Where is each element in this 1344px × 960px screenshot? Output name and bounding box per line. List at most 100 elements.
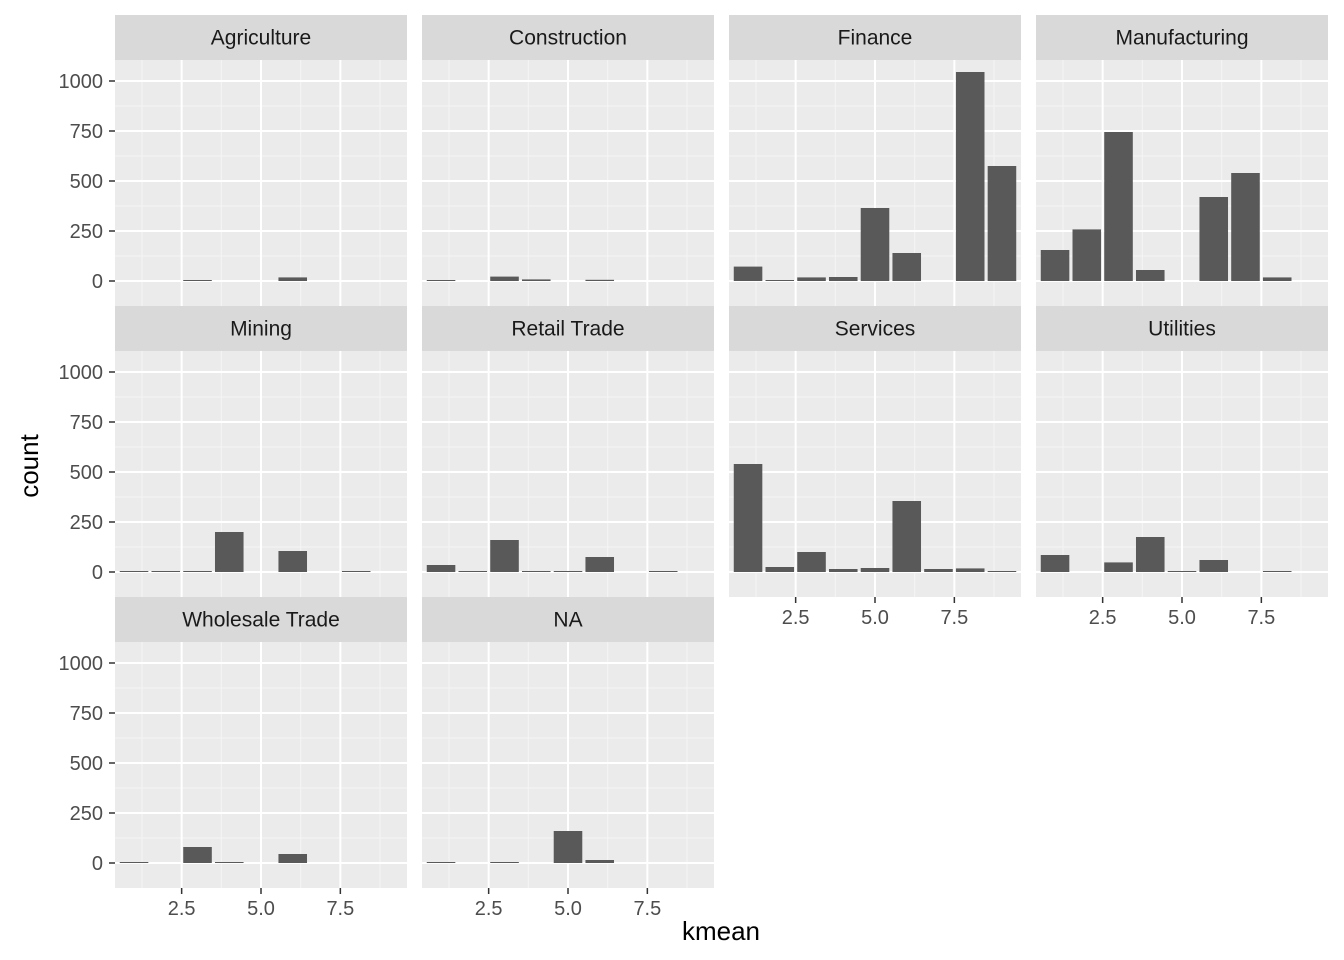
x-tick-label: 5.0 bbox=[554, 898, 582, 920]
y-tick-label: 1000 bbox=[59, 653, 104, 675]
bar bbox=[585, 279, 615, 281]
bar bbox=[955, 72, 985, 281]
bar bbox=[892, 253, 922, 281]
bar bbox=[860, 568, 890, 572]
bar bbox=[426, 565, 456, 572]
bar bbox=[521, 279, 551, 281]
facet-panel: Manufacturing bbox=[1036, 15, 1328, 306]
facet-strip-label: Finance bbox=[838, 27, 913, 50]
bar bbox=[1135, 270, 1165, 281]
facet-strip-label: Agriculture bbox=[211, 27, 311, 50]
bar bbox=[585, 557, 615, 572]
bar bbox=[553, 571, 583, 572]
y-tick-label: 500 bbox=[70, 171, 103, 193]
bar bbox=[458, 571, 488, 572]
bar bbox=[765, 280, 795, 281]
x-tick-label: 7.5 bbox=[633, 898, 661, 920]
bar bbox=[860, 208, 890, 281]
bar bbox=[490, 540, 519, 572]
facet-panels: Agriculture 0 250 500 750 1000 Construction Fin… bbox=[59, 15, 1328, 920]
y-tick-label: 500 bbox=[70, 462, 103, 484]
bar bbox=[648, 571, 678, 572]
bar bbox=[924, 569, 953, 572]
x-tick-label: 5.0 bbox=[861, 607, 889, 629]
bar bbox=[797, 277, 826, 281]
bar bbox=[585, 860, 615, 863]
bar bbox=[1199, 197, 1229, 281]
bar bbox=[1040, 250, 1070, 281]
y-tick-label: 0 bbox=[92, 562, 103, 584]
x-tick-label: 2.5 bbox=[168, 898, 196, 920]
facet-strip-label: Wholesale Trade bbox=[182, 609, 340, 632]
bar bbox=[1104, 132, 1133, 281]
bar bbox=[214, 532, 244, 572]
x-tick-label: 2.5 bbox=[1089, 607, 1117, 629]
facet-strip bbox=[422, 15, 714, 60]
y-axis-title: count bbox=[14, 433, 44, 497]
facet-strip-label: Manufacturing bbox=[1115, 27, 1248, 50]
bar bbox=[151, 571, 181, 572]
bar bbox=[426, 280, 456, 281]
x-tick-label: 2.5 bbox=[475, 898, 503, 920]
facet-strip-label: Retail Trade bbox=[511, 318, 624, 341]
facet-strip-label: Mining bbox=[230, 318, 292, 341]
facet-panel: Finance bbox=[729, 15, 1021, 306]
facet-strip-label: Services bbox=[835, 318, 916, 341]
facet-strip bbox=[1036, 306, 1328, 351]
bar bbox=[119, 571, 149, 572]
bar bbox=[1040, 555, 1070, 572]
bar bbox=[765, 567, 795, 572]
bar bbox=[797, 552, 826, 572]
bar bbox=[490, 862, 519, 863]
x-tick-label: 5.0 bbox=[247, 898, 275, 920]
bar bbox=[828, 277, 858, 281]
facet-strip-label: Utilities bbox=[1148, 318, 1216, 341]
facet-panel: Construction bbox=[422, 15, 714, 306]
bar bbox=[1262, 277, 1292, 281]
y-tick-label: 250 bbox=[70, 803, 103, 825]
facet-panel: Wholesale Trade 0 250 500 750 1000 2.5 5.0 7.5 bbox=[59, 597, 407, 920]
bar bbox=[521, 571, 551, 572]
y-tick-label: 750 bbox=[70, 703, 103, 725]
bar bbox=[1167, 571, 1197, 572]
y-tick-label: 0 bbox=[92, 271, 103, 293]
bar bbox=[278, 277, 308, 281]
bar bbox=[1104, 562, 1133, 572]
bar bbox=[892, 501, 922, 572]
bar bbox=[955, 568, 985, 572]
x-tick-label: 7.5 bbox=[1247, 607, 1275, 629]
facet-strip bbox=[115, 15, 407, 60]
bar bbox=[1135, 537, 1165, 572]
y-tick-label: 250 bbox=[70, 512, 103, 534]
facet-panel: Agriculture 0 250 500 750 1000 bbox=[59, 15, 407, 306]
bar bbox=[490, 276, 519, 281]
facet-strip bbox=[422, 306, 714, 351]
bar bbox=[828, 569, 858, 572]
bar bbox=[1072, 229, 1102, 281]
facet-strip bbox=[115, 597, 407, 642]
bar bbox=[183, 280, 212, 281]
y-tick-label: 500 bbox=[70, 753, 103, 775]
facet-panel: Utilities 2.5 5.0 7.5 bbox=[1036, 306, 1328, 629]
x-tick-label: 7.5 bbox=[940, 607, 968, 629]
bar bbox=[987, 571, 1017, 572]
facet-strip bbox=[422, 597, 714, 642]
x-tick-label: 7.5 bbox=[326, 898, 354, 920]
y-tick-label: 250 bbox=[70, 221, 103, 243]
bar bbox=[1199, 560, 1229, 572]
bar bbox=[1231, 173, 1260, 281]
bar bbox=[426, 862, 456, 863]
bar bbox=[733, 464, 763, 572]
facet-panel: Services 2.5 5.0 7.5 bbox=[729, 306, 1021, 629]
bar bbox=[214, 862, 244, 863]
bar bbox=[1262, 571, 1292, 572]
y-tick-label: 1000 bbox=[59, 71, 104, 93]
facet-strip bbox=[115, 306, 407, 351]
facet-strip bbox=[729, 15, 1021, 60]
facet-panel: NA 2.5 5.0 7.5 bbox=[422, 597, 714, 920]
y-tick-label: 750 bbox=[70, 412, 103, 434]
bar bbox=[278, 854, 308, 863]
facet-panel: Retail Trade bbox=[422, 306, 714, 597]
facet-strip-label: NA bbox=[553, 609, 582, 632]
facet-panel: Mining 0 250 500 750 1000 bbox=[59, 306, 407, 597]
